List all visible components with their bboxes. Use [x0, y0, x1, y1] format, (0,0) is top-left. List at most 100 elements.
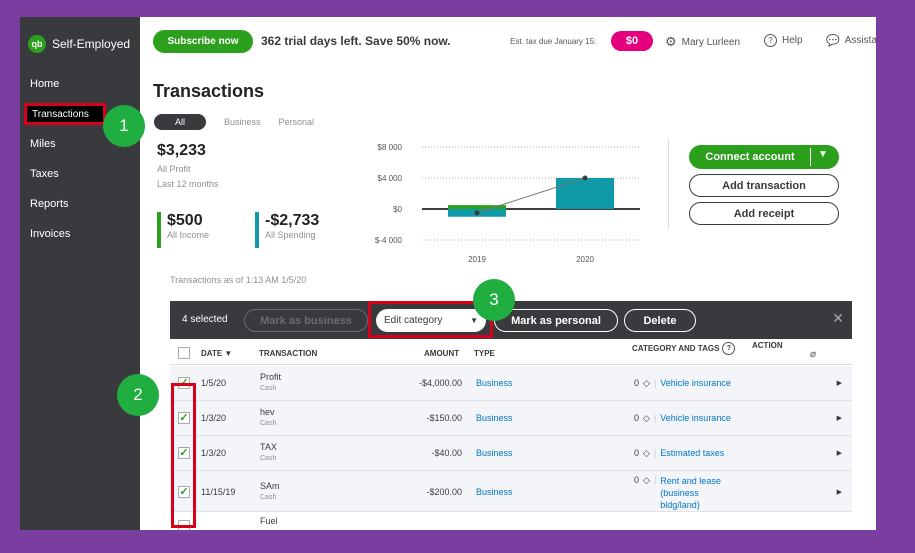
as-of-timestamp: Transactions as of 1:13 AM 1/5/20 — [170, 275, 307, 285]
table-row[interactable]: ✓ 1/3/20 TAX Cash -$40.00 Business 0 ◇ |… — [170, 436, 852, 471]
profit-value: $3,233 — [157, 142, 206, 159]
chevron-down-icon[interactable]: ▼ — [818, 149, 828, 160]
period-label: Last 12 months — [157, 179, 219, 189]
header-amount: AMOUNT — [424, 349, 460, 358]
table-header: DATE ▼ TRANSACTION AMOUNT TYPE CATEGORY … — [170, 339, 852, 365]
close-icon[interactable]: ✕ — [832, 310, 844, 326]
row-name: Profit — [260, 372, 282, 382]
row-amount: -$4,000.00 — [418, 378, 462, 388]
row-amount: -$200.00 — [426, 487, 462, 497]
x-tick-label: 2019 — [468, 255, 486, 264]
row-category[interactable]: 0 ◇ | Rent and lease (business bldg/land… — [634, 475, 730, 511]
row-source: Cash — [260, 494, 277, 501]
tag-count: 0 — [634, 413, 640, 423]
sidebar-item-transactions[interactable]: Transactions — [24, 103, 106, 125]
quickbooks-logo-icon: qb — [28, 35, 46, 53]
help-icon: ? — [764, 34, 777, 47]
table-row[interactable]: Fuel — [170, 512, 852, 530]
row-amount: -$150.00 — [426, 413, 462, 423]
expand-caret-icon[interactable]: ▶ — [836, 450, 842, 457]
y-tick-label: $-4 000 — [375, 236, 403, 245]
category-name[interactable]: Vehicle insurance — [660, 413, 731, 423]
selected-count: 4 selected — [182, 314, 228, 325]
est-tax-label: Est. tax due January 15: — [510, 37, 597, 46]
header-type: TYPE — [474, 349, 495, 358]
tag-icon: ◇ — [643, 448, 650, 458]
user-menu[interactable]: ⚙ Mary Lurleen — [665, 34, 740, 50]
subscribe-button[interactable]: Subscribe now — [153, 30, 253, 53]
category-name[interactable]: Vehicle insurance — [660, 378, 731, 388]
sidebar-item-miles[interactable]: Miles — [30, 138, 56, 150]
select-all-checkbox[interactable] — [178, 347, 190, 359]
category-name[interactable]: Estimated taxes — [660, 448, 725, 458]
spending-label: All Spending — [265, 230, 316, 240]
mark-as-personal-button[interactable]: Mark as personal — [494, 309, 618, 332]
row-name: SAm — [260, 481, 280, 491]
row-date: 1/3/20 — [201, 448, 227, 458]
row-date: 1/3/20 — [201, 413, 227, 423]
row-checkbox[interactable]: ✓ — [178, 447, 190, 459]
separator: | — [653, 413, 657, 423]
help-button[interactable]: ? Help — [764, 34, 803, 47]
table-row[interactable]: ✓ 11/15/19 SAm Cash -$200.00 Business 0 … — [170, 471, 852, 512]
sidebar-item-reports[interactable]: Reports — [30, 198, 69, 210]
add-transaction-button[interactable]: Add transaction — [689, 174, 839, 197]
help-icon[interactable]: ? — [722, 342, 736, 355]
row-category[interactable]: 0 ◇ | Vehicle insurance — [634, 413, 731, 424]
row-category[interactable]: 0 ◇ | Estimated taxes — [634, 448, 724, 459]
income-summary: $500 All Income — [157, 212, 209, 248]
row-category[interactable]: 0 ◇ | Vehicle insurance — [634, 378, 731, 389]
header-category-label: CATEGORY AND TAGS — [632, 344, 720, 353]
tag-icon: ◇ — [643, 378, 650, 388]
row-type[interactable]: Business — [476, 448, 513, 458]
table-row[interactable]: ✓ 1/3/20 hev Cash -$150.00 Business 0 ◇ … — [170, 401, 852, 436]
row-date: 1/5/20 — [201, 378, 227, 388]
row-source: Cash — [260, 420, 277, 427]
filter-tabs: All Business Personal — [154, 114, 314, 130]
sidebar-item-invoices[interactable]: Invoices — [30, 228, 71, 240]
mark-as-business-button[interactable]: Mark as business — [244, 309, 368, 332]
header-date[interactable]: DATE ▼ — [201, 349, 233, 358]
add-receipt-button[interactable]: Add receipt — [689, 202, 839, 225]
tab-personal[interactable]: Personal — [278, 117, 315, 127]
step-marker-3: 3 — [473, 279, 515, 321]
row-transaction: SAm Cash — [260, 481, 280, 501]
user-name: Mary Lurleen — [681, 36, 741, 48]
button-divider — [810, 148, 811, 166]
edit-category-label: Edit category — [384, 315, 443, 326]
profit-line — [476, 177, 586, 214]
main-content: Subscribe now 362 trial days left. Save … — [140, 17, 876, 530]
row-checkbox[interactable]: ✓ — [178, 412, 190, 424]
row-amount: -$40.00 — [431, 448, 462, 458]
tag-count: 0 — [634, 378, 640, 388]
help-label: Help — [782, 35, 803, 46]
row-type[interactable]: Business — [476, 378, 513, 388]
tag-count: 0 — [634, 448, 640, 458]
separator: | — [653, 475, 657, 485]
edit-category-dropdown[interactable]: Edit category ▼ — [376, 309, 486, 332]
delete-button[interactable]: Delete — [624, 309, 696, 332]
assistant-button[interactable]: 💬 Assista — [826, 34, 876, 47]
est-tax-badge[interactable]: $0 — [611, 31, 653, 51]
header-transaction: TRANSACTION — [259, 349, 318, 358]
row-type[interactable]: Business — [476, 413, 513, 423]
connect-account-button[interactable]: Connect account ▼ — [689, 145, 839, 169]
assistant-label: Assista — [844, 35, 876, 46]
tab-all[interactable]: All — [154, 114, 206, 130]
row-source: Cash — [260, 455, 277, 462]
expand-caret-icon[interactable]: ▶ — [836, 380, 842, 387]
category-name[interactable]: Rent and lease (business bldg/land) — [660, 476, 721, 510]
table-row[interactable]: ✓ 1/5/20 Profit Cash -$4,000.00 Business… — [170, 366, 852, 401]
sidebar-item-taxes[interactable]: Taxes — [30, 168, 59, 180]
row-name: hev — [260, 407, 275, 417]
action-buttons: Connect account ▼ Add transaction Add re… — [689, 145, 839, 225]
row-checkbox[interactable]: ✓ — [178, 486, 190, 498]
expand-caret-icon[interactable]: ▶ — [836, 489, 842, 496]
separator: | — [653, 378, 657, 388]
row-type[interactable]: Business — [476, 487, 513, 497]
sidebar-item-home[interactable]: Home — [30, 78, 60, 90]
brand[interactable]: qb Self-Employed — [28, 35, 130, 53]
tab-business[interactable]: Business — [224, 117, 261, 127]
y-tick-label: $8 000 — [378, 143, 403, 152]
expand-caret-icon[interactable]: ▶ — [836, 415, 842, 422]
